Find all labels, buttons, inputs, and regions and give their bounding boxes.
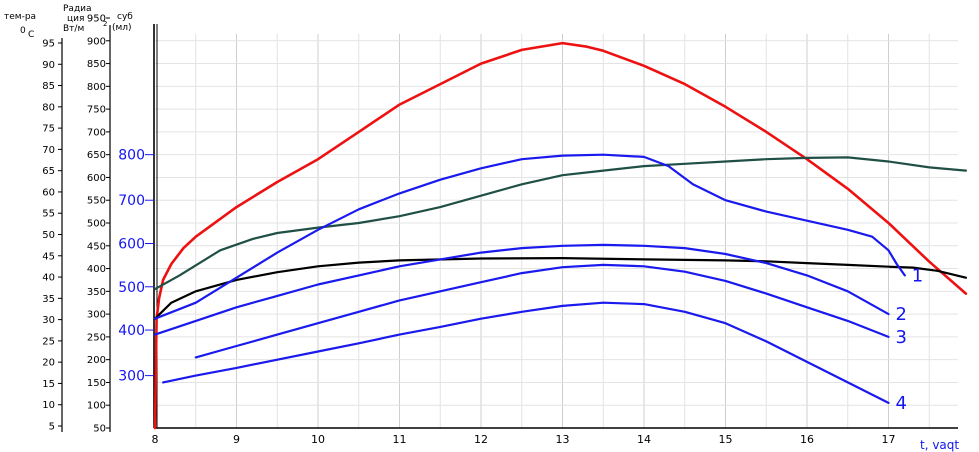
- temperature-tick-label: 40: [42, 273, 55, 284]
- substance-tick-label: 400: [118, 323, 145, 339]
- radiation-tick-label: 850: [87, 59, 106, 70]
- radiation-tick-label: 500: [87, 219, 106, 230]
- temperature-tick-label: 80: [42, 102, 55, 113]
- substance-tick-label: 500: [118, 280, 145, 296]
- radiation-tick-label: 900: [87, 36, 106, 47]
- x-tick-label: 15: [719, 433, 733, 446]
- radiation-tick-label: 800: [87, 82, 106, 93]
- temp-header-unit: C: [28, 30, 34, 40]
- temperature-tick-label: 10: [42, 400, 55, 411]
- radiation-header-line1: Радиа: [63, 4, 92, 14]
- substance-header-line2: (мл): [112, 23, 132, 33]
- temperature-tick-label: 65: [42, 166, 55, 177]
- temperature-tick-label: 15: [42, 379, 55, 390]
- series-line-curve-2: [153, 156, 967, 291]
- radiation-tick-label: 200: [87, 355, 106, 366]
- radiation-tick-label: 950: [87, 14, 106, 25]
- series-line-1: [153, 153, 906, 320]
- radiation-header-line2: ция: [67, 14, 84, 24]
- radiation-header-line3: Вт/м: [63, 24, 84, 34]
- temperature-tick-label: 45: [42, 251, 55, 262]
- series-lines: [153, 41, 968, 430]
- radiation-tick-label: 300: [87, 310, 106, 321]
- temperature-tick-label: 5: [49, 422, 55, 433]
- temperature-tick-label: 25: [42, 336, 55, 347]
- series-line-4: [162, 301, 890, 404]
- x-tick-label: 8: [152, 433, 159, 446]
- radiation-tick-label: 250: [87, 332, 106, 343]
- radiation-tick-label: 750: [87, 105, 106, 116]
- temperature-tick-label: 55: [42, 209, 55, 220]
- radiation-tick-label: 350: [87, 287, 106, 298]
- temperature-tick-label: 50: [42, 230, 55, 241]
- temp-header-degree: 0: [20, 26, 26, 36]
- grid: [155, 34, 958, 428]
- x-tick-label: 12: [474, 433, 488, 446]
- substance-header-line1: cуб: [117, 12, 133, 22]
- temperature-tick-label: 35: [42, 294, 55, 305]
- substance-header: cуб (мл): [112, 12, 133, 33]
- series-line-2: [153, 243, 890, 336]
- radiation-header-superscript: 2: [103, 20, 107, 28]
- temperature-tick-label: 60: [42, 187, 55, 198]
- radiation-tick-label: 650: [87, 150, 106, 161]
- x-tick-label: 17: [882, 433, 896, 446]
- temperature-header: тем-ра 0 C: [4, 12, 36, 40]
- substance-axis-ticks: 800 700 600 500 400 300: [118, 148, 154, 385]
- radiation-tick-label: 700: [87, 127, 106, 138]
- temp-header-line1: тем-ра: [4, 12, 36, 22]
- radiation-tick-label: 400: [87, 264, 106, 275]
- series-label: 1: [912, 265, 923, 286]
- temperature-tick-label: 70: [42, 145, 55, 156]
- substance-tick-label: 300: [118, 369, 145, 385]
- radiation-tick-label: 150: [87, 378, 106, 389]
- x-tick-label: 16: [800, 433, 814, 446]
- x-tick-label: 9: [233, 433, 240, 446]
- radiation-tick-label: 600: [87, 173, 106, 184]
- radiation-axis-ticks: 950 900 850 800 750 700 650 600 550 500 450 400 350 3…: [87, 14, 110, 435]
- temperature-axis-ticks: 95 90 85 80 75 70 65 60 55 50 45 40 35 30 25 20 15 10 5: [42, 39, 62, 433]
- substance-tick-label: 800: [118, 148, 145, 164]
- x-axis-label: t, vaqt: [920, 438, 959, 452]
- temperature-tick-label: 30: [42, 315, 55, 326]
- radiation-tick-label: 450: [87, 241, 106, 252]
- substance-tick-label: 700: [118, 193, 145, 209]
- x-tick-label: 13: [556, 433, 570, 446]
- radiation-header: Радиа ция Вт/м 2: [63, 4, 107, 34]
- series-line-3: [194, 263, 890, 359]
- temperature-tick-label: 90: [42, 60, 55, 71]
- x-tick-label: 11: [393, 433, 407, 446]
- radiation-tick-label: 50: [93, 424, 106, 435]
- series-label: 3: [896, 327, 907, 348]
- temperature-tick-label: 75: [42, 124, 55, 135]
- temperature-tick-label: 20: [42, 358, 55, 369]
- x-tick-label: 14: [637, 433, 651, 446]
- temperature-tick-label: 85: [42, 81, 55, 92]
- x-tick-label: 10: [311, 433, 325, 446]
- substance-tick-label: 600: [118, 237, 145, 253]
- radiation-tick-label: 100: [87, 401, 106, 412]
- series-labels: 123 4: [896, 265, 924, 414]
- series-label: 2: [896, 304, 907, 325]
- x-axis-ticks: 8 9 10 11 12 13 14 15 16 17: [152, 433, 896, 446]
- radiation-tick-label: 550: [87, 196, 106, 207]
- series-line-curve-3: [153, 257, 967, 320]
- series-label: 4: [896, 393, 907, 414]
- series-line-curve-1: [153, 41, 968, 430]
- temperature-tick-label: 95: [42, 39, 55, 50]
